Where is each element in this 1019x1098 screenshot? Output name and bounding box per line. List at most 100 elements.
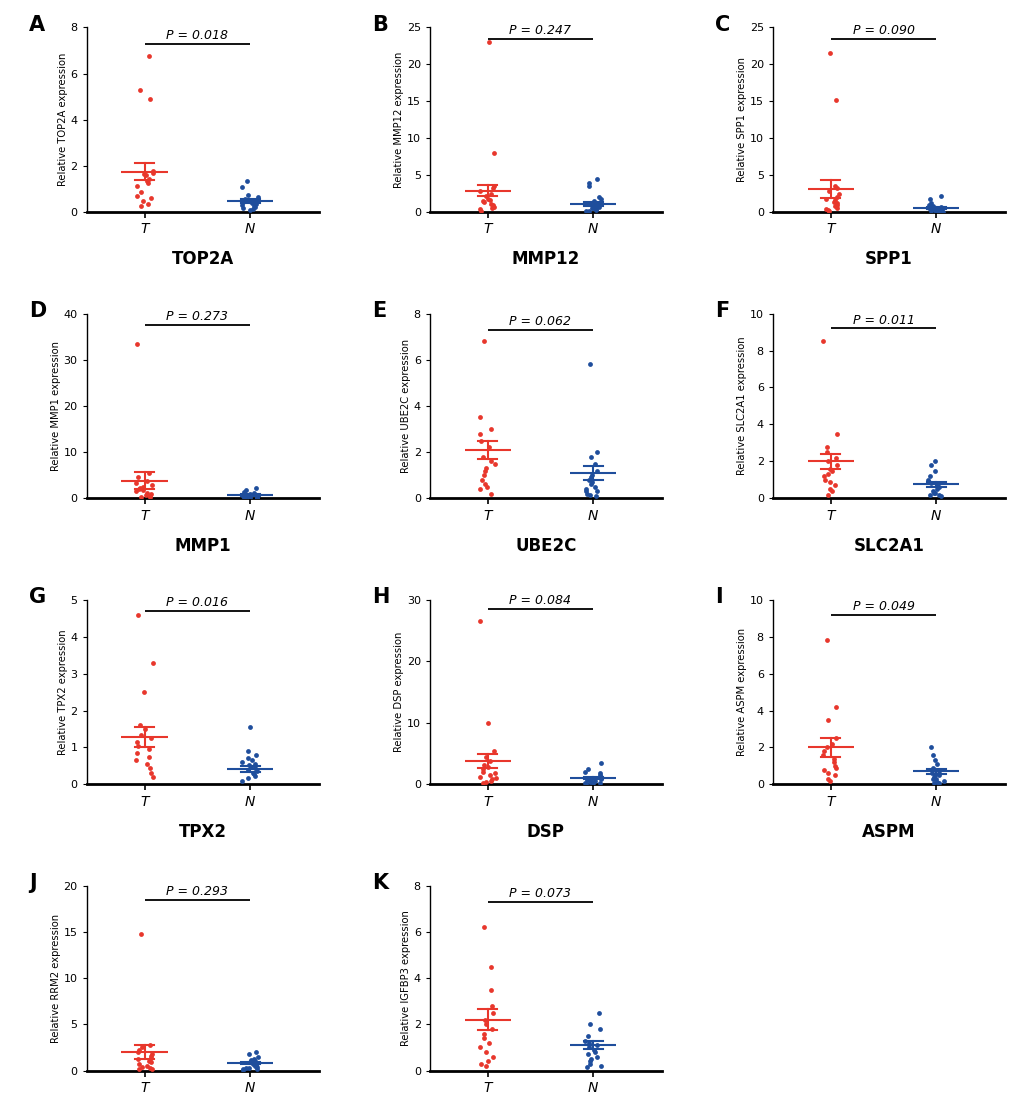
Point — [481, 752, 497, 770]
Point — [826, 759, 843, 776]
Point — [922, 474, 938, 492]
Point — [481, 439, 497, 457]
Point — [921, 199, 937, 216]
Point — [593, 770, 609, 787]
Point — [920, 473, 936, 491]
Point — [586, 1041, 602, 1058]
Point — [815, 761, 832, 778]
Point — [591, 764, 607, 782]
Point — [486, 455, 502, 472]
Point — [233, 195, 250, 213]
Point — [129, 606, 146, 624]
Text: P = 0.049: P = 0.049 — [852, 600, 914, 613]
Point — [136, 165, 152, 182]
Point — [476, 755, 492, 773]
Point — [588, 462, 604, 480]
Point — [485, 1047, 501, 1065]
Point — [249, 762, 265, 780]
X-axis label: ASPM: ASPM — [861, 822, 915, 841]
Point — [932, 187, 949, 204]
Point — [132, 183, 149, 201]
Point — [578, 775, 594, 793]
Point — [924, 746, 941, 763]
Point — [583, 469, 599, 486]
Point — [484, 180, 500, 198]
Point — [145, 653, 161, 671]
Point — [483, 485, 499, 503]
Point — [143, 1047, 159, 1065]
Point — [926, 766, 943, 784]
Point — [249, 489, 265, 506]
Text: K: K — [372, 873, 387, 893]
Point — [242, 489, 258, 506]
Point — [820, 182, 837, 200]
Point — [577, 1032, 593, 1050]
Point — [135, 481, 151, 498]
Point — [479, 478, 495, 495]
Point — [925, 769, 942, 786]
Point — [584, 199, 600, 216]
Point — [139, 167, 155, 184]
Point — [239, 186, 256, 203]
Text: P = 0.062: P = 0.062 — [508, 315, 571, 328]
Point — [924, 198, 941, 215]
Point — [235, 488, 252, 505]
Point — [234, 1061, 251, 1078]
Text: C: C — [714, 14, 730, 34]
Point — [128, 177, 145, 194]
Point — [472, 480, 488, 497]
Point — [930, 774, 947, 792]
Point — [821, 480, 838, 497]
Point — [825, 758, 842, 775]
Point — [930, 200, 947, 217]
Point — [929, 479, 946, 496]
Point — [240, 1045, 257, 1063]
Point — [922, 200, 938, 217]
Point — [476, 1024, 492, 1042]
Point — [130, 1055, 147, 1073]
Point — [475, 193, 491, 211]
Point — [828, 189, 845, 206]
Point — [577, 763, 593, 781]
Y-axis label: Relative MMP1 expression: Relative MMP1 expression — [51, 340, 61, 471]
Point — [821, 460, 838, 478]
Point — [145, 769, 161, 786]
Point — [922, 739, 938, 757]
Point — [581, 202, 597, 220]
Point — [814, 333, 830, 350]
Point — [472, 425, 488, 442]
Point — [132, 717, 149, 735]
Point — [579, 194, 595, 212]
Point — [823, 735, 840, 752]
Point — [827, 698, 844, 716]
Point — [132, 489, 149, 506]
Point — [239, 172, 256, 190]
Point — [582, 486, 598, 504]
Point — [825, 178, 842, 195]
Point — [476, 462, 492, 480]
Point — [483, 1020, 499, 1038]
Point — [248, 480, 264, 497]
Point — [143, 729, 159, 747]
Point — [249, 488, 265, 505]
Point — [928, 201, 945, 219]
Point — [935, 772, 952, 789]
Point — [144, 1060, 160, 1077]
Point — [477, 1043, 493, 1061]
Point — [819, 201, 836, 219]
Point — [476, 467, 492, 484]
Point — [247, 768, 263, 785]
Point — [925, 201, 942, 219]
Point — [592, 754, 608, 772]
Point — [580, 1034, 596, 1052]
Point — [143, 1053, 159, 1071]
Point — [926, 452, 943, 470]
Point — [249, 1058, 265, 1076]
Point — [825, 753, 842, 771]
Point — [580, 173, 596, 191]
Point — [821, 473, 838, 491]
Point — [578, 1058, 594, 1076]
X-axis label: SPP1: SPP1 — [864, 250, 912, 268]
Point — [129, 187, 146, 204]
X-axis label: MMP1: MMP1 — [174, 537, 230, 554]
